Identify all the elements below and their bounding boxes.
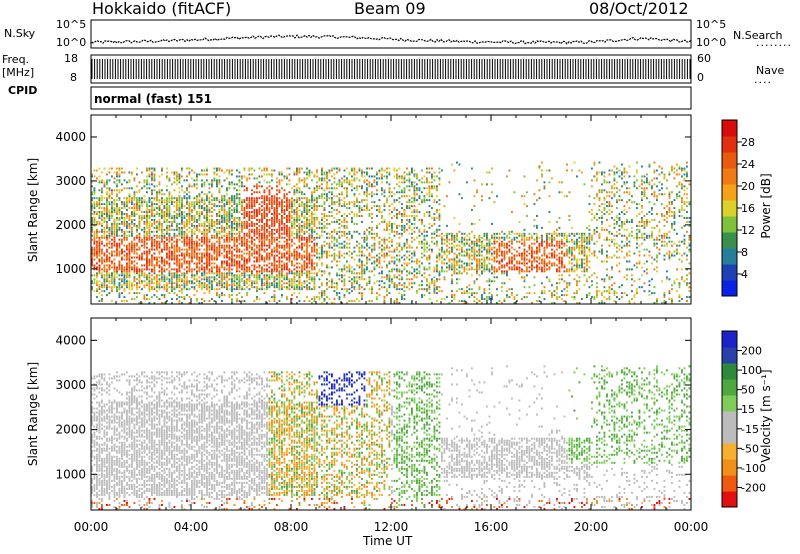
velocity-colorbar-tick: 50 — [741, 384, 755, 397]
y-tick-label: 4000 — [55, 333, 86, 347]
noise-left-tick-high: 10^5 — [56, 18, 87, 31]
velocity-colorbar-tick: -200 — [741, 481, 766, 494]
velocity-ylabel: Slant Range [km] — [26, 362, 40, 466]
x-tick-label: 08:00 — [274, 520, 309, 534]
noise-right-tick-high: 10^5 — [696, 18, 727, 31]
velocity-colorbar-swatch — [722, 395, 737, 412]
velocity-colorbar-tick: 100 — [741, 364, 762, 377]
velocity-colorbar-tick: 200 — [741, 345, 762, 358]
x-tick-label: 12:00 — [374, 520, 409, 534]
nave-dots: ···· — [754, 76, 772, 89]
velocity-colorbar-swatch — [722, 443, 737, 460]
velocity-colorbar-swatch — [722, 411, 737, 428]
y-tick-label: 4000 — [55, 130, 86, 144]
power-colorbar-swatch — [722, 264, 737, 281]
date-title: 08/Oct/2012 — [589, 0, 689, 18]
velocity-colorbar-tick: -15 — [741, 423, 759, 436]
noise-panel — [90, 19, 692, 49]
velocity-axis-ticks: 00:00 04:00 08:00 12:00 16:00 20:00 00:00 4000 3… — [55, 318, 708, 534]
velocity-colorbar-swatch — [722, 475, 737, 492]
y-tick-label: 1000 — [55, 467, 86, 481]
velocity-colorbar-swatch — [722, 427, 737, 444]
x-tick-label: 04:00 — [174, 520, 209, 534]
power-colorbar-swatch — [722, 168, 737, 185]
power-colorbar-tick: 8 — [741, 246, 748, 259]
freq-unit-label: [MHz] — [2, 66, 35, 79]
nsearch-dots: ········ — [756, 39, 792, 52]
freq-right-tick-low: 0 — [697, 71, 704, 84]
power-heatmap — [91, 161, 691, 304]
frequency-panel — [90, 54, 692, 84]
power-colorbar-tick: 24 — [741, 158, 755, 171]
freq-left-tick-low: 8 — [70, 71, 77, 84]
power-colorbar-swatch — [722, 184, 737, 201]
velocity-colorbar-swatch — [722, 331, 737, 348]
y-tick-label: 1000 — [55, 262, 86, 276]
power-colorbar-label: Power [dB] — [759, 173, 773, 238]
velocity-colorbar: 200 100 50 15 -15 -50 -100 -200 — [721, 330, 766, 508]
station-title: Hokkaido (fitACF) — [92, 0, 232, 18]
beam-title: Beam 09 — [354, 0, 426, 18]
velocity-colorbar-swatch — [722, 459, 737, 476]
velocity-colorbar-tick: -100 — [741, 462, 766, 475]
x-axis-label: Time UT — [363, 534, 413, 548]
power-colorbar-swatch — [722, 200, 737, 217]
velocity-colorbar-label: Velocity [m s⁻¹] — [759, 369, 773, 462]
power-colorbar-tick: 16 — [741, 202, 755, 215]
nsearch-label: N.Search — [733, 29, 783, 42]
power-axis-ticks: 4000 3000 2000 1000 — [55, 115, 692, 304]
cpid-label: CPID — [8, 84, 38, 97]
x-tick-label: 00:00 — [74, 520, 109, 534]
frequency-series — [91, 59, 691, 79]
freq-left-tick-high: 18 — [64, 52, 78, 65]
power-colorbar-swatch — [722, 120, 737, 137]
noise-right-tick-low: 10^0 — [696, 36, 727, 49]
power-colorbar: 28 24 20 16 12 8 4 — [721, 119, 755, 297]
y-tick-label: 2000 — [55, 423, 86, 437]
power-colorbar-swatch — [722, 136, 737, 153]
power-ylabel: Slant Range [km] — [26, 158, 40, 262]
velocity-colorbar-swatch — [722, 363, 737, 380]
freq-right-tick-high: 60 — [697, 52, 711, 65]
velocity-colorbar-swatch — [722, 347, 737, 364]
velocity-colorbar-tick: 15 — [741, 403, 755, 416]
x-tick-label: 20:00 — [574, 520, 609, 534]
power-colorbar-swatch — [722, 280, 737, 297]
y-tick-label: 2000 — [55, 218, 86, 232]
noise-left-tick-low: 10^0 — [56, 36, 87, 49]
y-tick-label: 3000 — [55, 378, 86, 392]
velocity-colorbar-tick: -50 — [741, 442, 759, 455]
nave-label: Nave — [756, 64, 785, 77]
velocity-heatmap — [91, 365, 691, 510]
freq-label: Freq. — [2, 53, 30, 66]
nsky-label: N.Sky — [4, 27, 36, 40]
power-colorbar-tick: 4 — [741, 268, 748, 281]
velocity-colorbar-swatch — [722, 491, 737, 508]
velocity-colorbar-swatch — [722, 379, 737, 396]
y-tick-label: 3000 — [55, 174, 86, 188]
power-colorbar-tick: 28 — [741, 136, 755, 149]
power-colorbar-swatch — [722, 248, 737, 265]
x-tick-label: 16:00 — [474, 520, 509, 534]
cpid-text: normal (fast) 151 — [94, 92, 212, 106]
velocity-panel: 00:00 04:00 08:00 12:00 16:00 20:00 00:00 4000 3… — [55, 317, 708, 534]
x-tick-label: 00:00 — [674, 520, 709, 534]
power-panel: 4000 3000 2000 1000 — [55, 114, 692, 305]
power-colorbar-swatch — [722, 152, 737, 169]
power-colorbar-tick: 20 — [741, 180, 755, 193]
noise-series — [90, 34, 692, 45]
cpid-panel — [90, 86, 692, 110]
power-colorbar-swatch — [722, 232, 737, 249]
power-colorbar-swatch — [722, 216, 737, 233]
power-colorbar-tick: 12 — [741, 224, 755, 237]
